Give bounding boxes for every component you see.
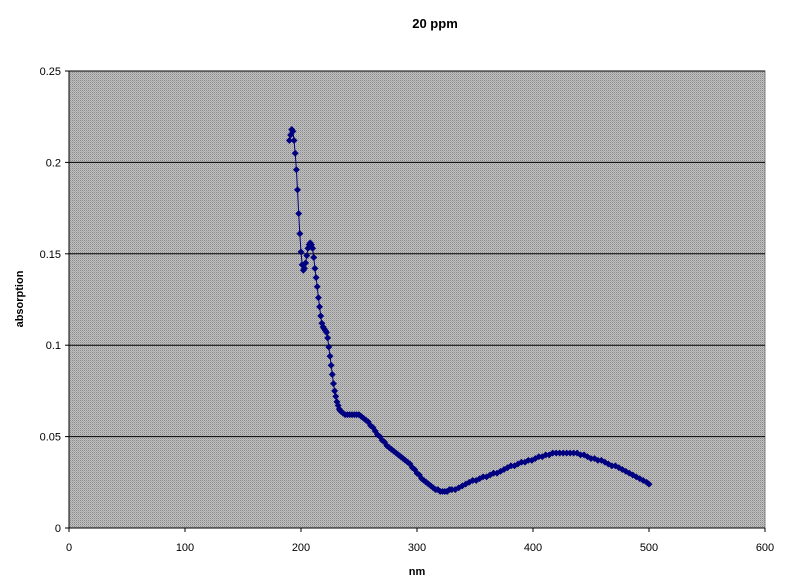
gridlines xyxy=(69,70,765,438)
y-axis-title: absorption xyxy=(14,270,26,327)
data-point xyxy=(329,380,338,388)
data-point xyxy=(645,480,653,488)
data-point xyxy=(632,473,640,481)
x-tick-labels: 0 100 200 300 400 500 600 xyxy=(66,542,774,554)
data-point xyxy=(601,458,609,466)
data-point xyxy=(303,252,311,260)
y-tick-label: 0.05 xyxy=(40,432,61,444)
x-tick-label: 400 xyxy=(524,542,542,554)
data-point xyxy=(310,253,318,262)
x-tick-label: 100 xyxy=(176,542,194,554)
data-point xyxy=(327,361,335,369)
data-point xyxy=(590,454,599,463)
data-point xyxy=(583,453,592,461)
data-point xyxy=(302,259,310,267)
data-point xyxy=(328,370,336,379)
axes xyxy=(65,70,766,532)
y-tick-label: 0.15 xyxy=(40,249,61,261)
data-point xyxy=(326,352,334,360)
y-tick-label: 0.1 xyxy=(46,340,61,352)
data-point xyxy=(324,334,332,342)
data-point xyxy=(295,210,303,218)
x-tick-label: 0 xyxy=(66,542,72,554)
data-point xyxy=(625,469,633,477)
data-point xyxy=(296,230,304,238)
y-tick-labels: 0 0.05 0.1 0.15 0.2 0.25 xyxy=(40,66,61,535)
chart-title: 20 ppm xyxy=(412,16,458,31)
data-point xyxy=(309,244,317,252)
data-point xyxy=(289,127,297,135)
data-point xyxy=(300,264,309,272)
series-absorption xyxy=(285,125,653,495)
x-tick-label: 500 xyxy=(640,542,658,554)
y-tick-label: 0 xyxy=(55,523,61,535)
data-point xyxy=(292,166,300,174)
plot-area xyxy=(68,70,766,529)
data-point xyxy=(611,462,619,470)
x-axis-title: nm xyxy=(409,566,426,578)
data-point xyxy=(314,294,322,302)
x-tick-label: 600 xyxy=(756,542,774,554)
data-point xyxy=(290,136,298,145)
data-point xyxy=(580,451,588,459)
data-point xyxy=(636,475,644,483)
data-point xyxy=(325,343,333,351)
data-point xyxy=(291,149,299,157)
x-tick-label: 300 xyxy=(408,542,426,554)
data-point xyxy=(311,264,319,272)
data-point xyxy=(297,248,305,256)
data-point xyxy=(316,303,324,311)
data-point xyxy=(313,283,321,291)
data-point xyxy=(622,467,630,475)
data-point xyxy=(312,274,320,282)
y-tick-label: 0.25 xyxy=(40,66,61,78)
data-point xyxy=(293,186,302,194)
data-point xyxy=(317,312,325,320)
data-point xyxy=(285,136,293,145)
x-tick-label: 200 xyxy=(292,542,310,554)
y-tick-label: 0.2 xyxy=(46,157,61,169)
